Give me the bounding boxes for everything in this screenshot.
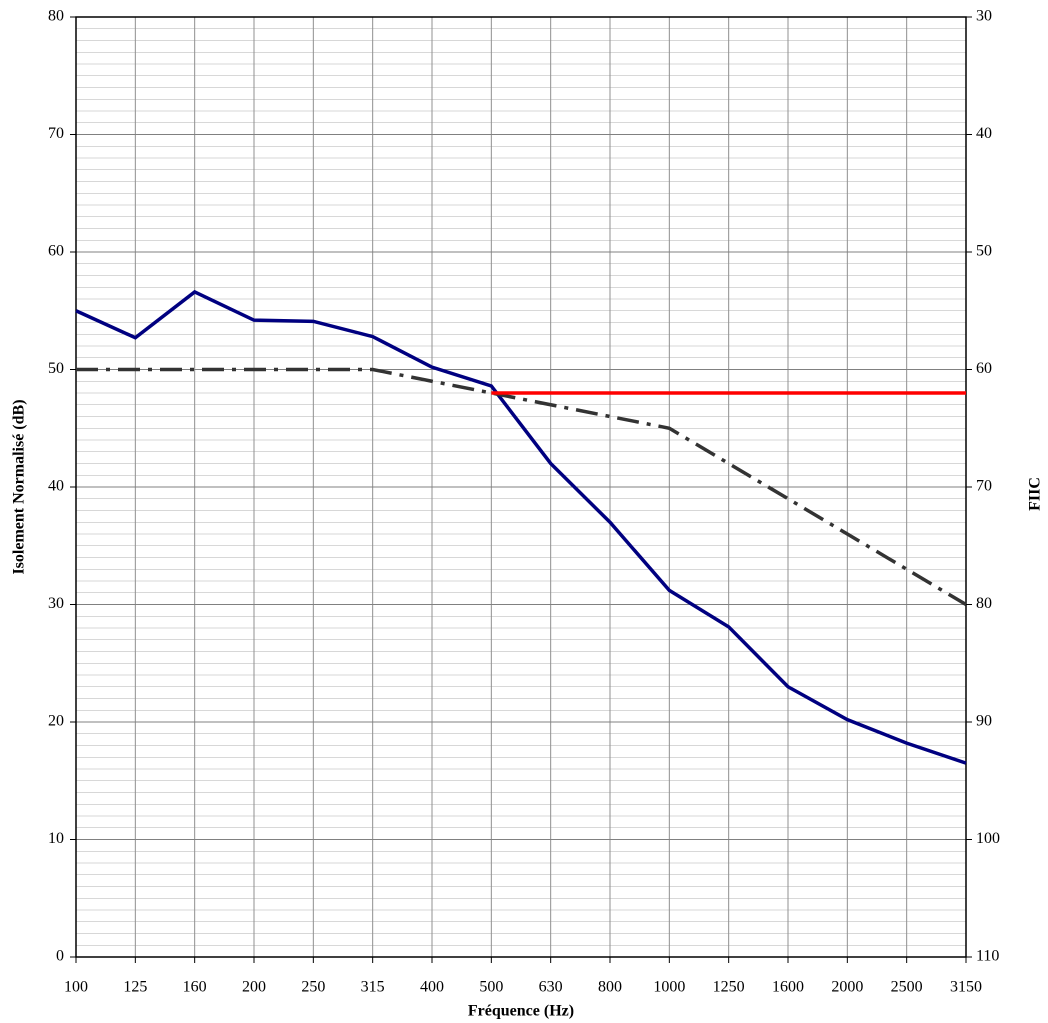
y2-tick-label: 90 <box>976 713 992 730</box>
x-tick-label: 2000 <box>831 979 863 996</box>
y-tick-label: 20 <box>48 713 64 730</box>
y-tick-label: 30 <box>48 595 64 612</box>
x-tick-label: 315 <box>361 979 385 996</box>
y-tick-label: 0 <box>56 948 64 965</box>
x-tick-label: 1250 <box>713 979 745 996</box>
x-tick-label: 2500 <box>891 979 923 996</box>
x-tick-label: 1000 <box>653 979 685 996</box>
x-tick-label: 160 <box>183 979 207 996</box>
series-line <box>75 289 967 765</box>
x-tick-label: 100 <box>64 979 88 996</box>
x-axis-title: Fréquence (Hz) <box>468 1003 574 1020</box>
x-tick-label: 400 <box>420 979 444 996</box>
y-tick-label: 60 <box>48 243 64 260</box>
x-tick-label: 1600 <box>772 979 804 996</box>
y-tick-label: 40 <box>48 478 64 495</box>
x-tick-label: 630 <box>539 979 563 996</box>
y2-tick-label: 50 <box>976 243 992 260</box>
x-tick-label: 800 <box>598 979 622 996</box>
y-axis-title: Isolement Normalisé (dB) <box>11 399 28 574</box>
x-tick-label: 3150 <box>950 979 982 996</box>
y2-axis-title: FIIC <box>1027 477 1044 511</box>
y2-tick-label: 40 <box>976 125 992 142</box>
y2-tick-label: 70 <box>976 478 992 495</box>
y2-tick-label: 30 <box>976 8 992 25</box>
y-tick-label: 70 <box>48 125 64 142</box>
y2-tick-label: 80 <box>976 595 992 612</box>
y-tick-label: 10 <box>48 830 64 847</box>
y-tick-label: 80 <box>48 8 64 25</box>
x-tick-label: 200 <box>242 979 266 996</box>
x-tick-label: 125 <box>123 979 147 996</box>
y2-tick-label: 60 <box>976 360 992 377</box>
x-tick-label: 500 <box>479 979 503 996</box>
y2-tick-label: 110 <box>976 948 999 965</box>
series-line <box>76 367 967 607</box>
y2-tick-label: 100 <box>976 830 1000 847</box>
x-tick-label: 250 <box>301 979 325 996</box>
plot-frame <box>75 16 967 958</box>
y-tick-label: 50 <box>48 360 64 377</box>
